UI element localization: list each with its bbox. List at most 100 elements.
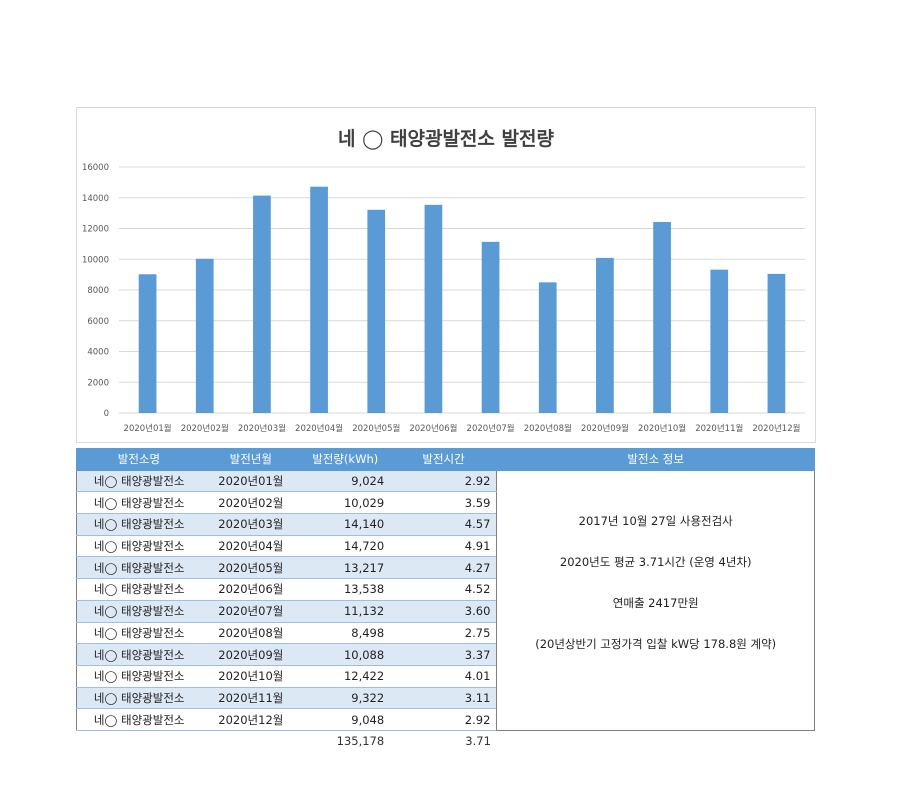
table-body: 네◯ 태양광발전소 2020년01월 9,024 2.92 2017년 10월 27일 … xyxy=(76,469,815,751)
hours-cell: 4.01 xyxy=(390,664,497,688)
total-empty-cell xyxy=(497,730,815,751)
plant-name-cell: 네◯ 태양광발전소 xyxy=(76,664,202,688)
data-table-wrap: 발전소명 발전년월 발전량(kWh) 발전시간 발전소 정보 네◯ 태양광발전소… xyxy=(76,448,815,751)
hours-cell: 3.37 xyxy=(390,643,497,666)
hours-cell: 3.11 xyxy=(390,686,497,710)
table-row: 네◯ 태양광발전소 2020년05월 13,217 4.27 xyxy=(76,556,815,580)
kwh-cell: 8,498 xyxy=(300,621,391,645)
month-cell: 2020년04월 xyxy=(201,534,301,558)
table-row: 네◯ 태양광발전소 2020년09월 10,088 3.37 xyxy=(76,643,815,666)
total-kwh: 135,178 xyxy=(336,733,385,748)
header-plant-name: 발전소명 xyxy=(76,448,202,471)
plant-name-cell: 네◯ 태양광발전소 xyxy=(76,599,202,623)
y-tick-label: 6000 xyxy=(87,317,109,327)
kwh-cell: 9,024 xyxy=(300,469,391,493)
month-cell: 2020년05월 xyxy=(201,556,301,580)
x-tick-label: 2020년01월 xyxy=(124,423,172,434)
chart-title: 네 ◯ 태양광발전소 발전량 xyxy=(338,128,554,150)
bar xyxy=(195,258,214,413)
plant-info-line: (20년상반기 고정가격 입찰 kW당 178.8원 계약) xyxy=(535,636,777,651)
y-tick-label: 16000 xyxy=(82,163,109,173)
header-hours: 발전시간 xyxy=(389,448,498,471)
hours-cell: 3.60 xyxy=(390,599,497,623)
y-tick-label: 12000 xyxy=(82,225,109,235)
hours-cell: 2.75 xyxy=(390,621,497,645)
plant-name-cell: 네◯ 태양광발전소 xyxy=(76,686,202,710)
hours-cell: 4.91 xyxy=(390,534,497,558)
bar-chart: 0 2000 4000 6000 8000 10000 12000 14000 16000 202… xyxy=(82,163,805,434)
x-tick-label: 2020년10월 xyxy=(638,423,686,434)
month-cell: 2020년09월 xyxy=(201,643,301,666)
month-cell: 2020년07월 xyxy=(201,599,301,623)
plant-info-line: 2017년 10월 27일 사용전검사 xyxy=(578,513,733,528)
x-tick-label: 2020년03월 xyxy=(238,423,286,434)
x-tick-label: 2020년12월 xyxy=(752,423,800,434)
generation-table: 발전소명 발전년월 발전량(kWh) 발전시간 발전소 정보 네◯ 태양광발전소… xyxy=(76,448,815,751)
x-tick-label: 2020년04월 xyxy=(295,423,343,434)
plant-info-line: 2020년도 평균 3.71시간 (운영 4년차) xyxy=(559,554,752,569)
x-tick-label: 2020년06월 xyxy=(409,423,457,434)
kwh-cell: 12,422 xyxy=(300,664,391,688)
bar xyxy=(253,195,271,413)
kwh-cell: 11,132 xyxy=(300,599,391,623)
plant-name-cell: 네◯ 태양광발전소 xyxy=(76,513,202,536)
plant-name-cell: 네◯ 태양광발전소 xyxy=(76,643,202,666)
kwh-cell: 14,720 xyxy=(300,534,391,558)
x-tick-label: 2020년07월 xyxy=(467,423,515,434)
plant-name-cell: 네◯ 태양광발전소 xyxy=(76,621,202,645)
chart-panel: 0 2000 4000 6000 8000 10000 12000 14000 16000 202… xyxy=(76,107,816,443)
y-tick-label: 0 xyxy=(104,409,109,419)
bar xyxy=(481,241,500,413)
hours-cell: 2.92 xyxy=(390,708,497,731)
plant-name-cell: 네◯ 태양광발전소 xyxy=(76,491,202,515)
bar xyxy=(138,274,157,413)
table-row: 네◯ 태양광발전소 2020년01월 9,024 2.92 2017년 10월 27일 … xyxy=(76,469,815,731)
table-row: 네◯ 태양광발전소 2020년12월 9,048 2.92 xyxy=(76,708,815,731)
total-hours: 3.71 xyxy=(465,733,491,748)
x-tick-label: 2020년05월 xyxy=(352,423,400,434)
month-cell: 2020년08월 xyxy=(201,621,301,645)
bar xyxy=(653,222,671,413)
bar xyxy=(367,209,386,413)
kwh-cell: 10,088 xyxy=(300,643,391,666)
header-kwh: 발전량(kWh) xyxy=(299,448,391,471)
kwh-cell: 14,140 xyxy=(300,513,391,536)
total-empty-cell xyxy=(77,730,202,751)
plant-name-cell: 네◯ 태양광발전소 xyxy=(76,708,202,731)
total-row: 135,178 3.71 xyxy=(77,730,815,751)
plant-name-cell: 네◯ 태양광발전소 xyxy=(76,556,202,580)
table-row: 네◯ 태양광발전소 2020년11월 9,322 3.11 xyxy=(76,686,815,710)
hours-cell: 4.52 xyxy=(390,578,497,601)
x-tick-label: 2020년08월 xyxy=(524,423,572,434)
hours-cell: 4.57 xyxy=(390,513,497,536)
kwh-cell: 10,029 xyxy=(300,491,391,515)
y-tick-label: 2000 xyxy=(87,378,109,388)
month-cell: 2020년12월 xyxy=(201,708,301,731)
table-row: 네◯ 태양광발전소 2020년10월 12,422 4.01 xyxy=(76,664,815,688)
month-cell: 2020년06월 xyxy=(201,578,301,601)
month-cell: 2020년02월 xyxy=(201,491,301,515)
month-cell: 2020년01월 xyxy=(201,469,301,493)
total-empty-cell xyxy=(201,730,300,751)
plant-name-cell: 네◯ 태양광발전소 xyxy=(76,578,202,601)
bar xyxy=(424,204,443,413)
x-tick-label: 2020년11월 xyxy=(695,423,743,434)
header-plant-info: 발전소 정보 xyxy=(496,448,815,471)
kwh-cell: 13,538 xyxy=(300,578,391,601)
kwh-cell: 9,322 xyxy=(300,686,391,710)
plant-info-line: 연매출 2417만원 xyxy=(612,595,699,610)
table-header-row: 발전소명 발전년월 발전량(kWh) 발전시간 발전소 정보 xyxy=(76,448,815,471)
table-row: 네◯ 태양광발전소 2020년08월 8,498 2.75 xyxy=(76,621,815,645)
plant-name-cell: 네◯ 태양광발전소 xyxy=(76,534,202,558)
y-tick-label: 4000 xyxy=(87,348,109,358)
bar xyxy=(710,269,729,413)
table-row: 네◯ 태양광발전소 2020년03월 14,140 4.57 xyxy=(76,513,815,536)
kwh-cell: 13,217 xyxy=(300,556,391,580)
hours-cell: 3.59 xyxy=(390,491,497,515)
kwh-cell: 9,048 xyxy=(300,708,391,731)
month-cell: 2020년11월 xyxy=(201,686,301,710)
y-tick-label: 10000 xyxy=(82,255,109,265)
bar xyxy=(310,186,328,413)
bar xyxy=(767,273,786,413)
plant-name-cell: 네◯ 태양광발전소 xyxy=(76,469,202,493)
